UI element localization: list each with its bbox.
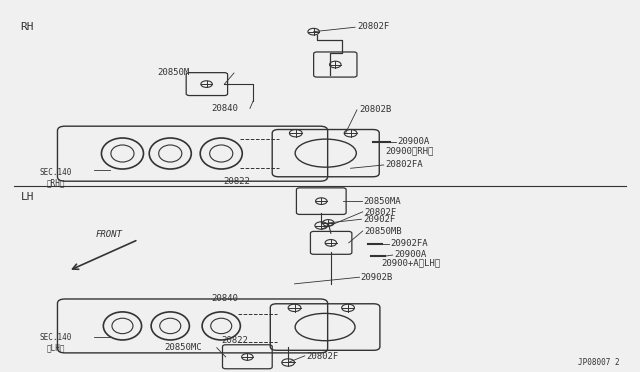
Text: 20850M: 20850M bbox=[157, 68, 189, 77]
Text: 20902F: 20902F bbox=[364, 215, 396, 224]
Text: 20850MC: 20850MC bbox=[164, 343, 202, 352]
Text: 20802F: 20802F bbox=[364, 208, 396, 217]
Text: LH: LH bbox=[20, 192, 34, 202]
Text: 20850MA: 20850MA bbox=[364, 197, 401, 206]
Text: RH: RH bbox=[20, 22, 34, 32]
Text: 20802B: 20802B bbox=[360, 105, 392, 115]
Text: 20822: 20822 bbox=[223, 177, 250, 186]
Text: SEC.140
（RH）: SEC.140 （RH） bbox=[40, 168, 72, 187]
Text: 20902FA: 20902FA bbox=[390, 240, 428, 248]
Text: FRONT: FRONT bbox=[96, 230, 123, 239]
Text: 20900+A（LH）: 20900+A（LH） bbox=[381, 258, 440, 267]
Text: 20850MB: 20850MB bbox=[365, 227, 402, 235]
Text: 20802F: 20802F bbox=[306, 352, 338, 361]
Text: 20900A: 20900A bbox=[397, 137, 430, 146]
Text: 20802F: 20802F bbox=[357, 22, 389, 31]
Text: 20900A: 20900A bbox=[394, 250, 426, 259]
Text: 20822: 20822 bbox=[221, 336, 248, 345]
Text: JP08007 2: JP08007 2 bbox=[578, 358, 620, 367]
Text: 20902B: 20902B bbox=[361, 273, 393, 282]
Text: 20802FA: 20802FA bbox=[386, 160, 423, 169]
Text: SEC.140
（LH）: SEC.140 （LH） bbox=[40, 333, 72, 353]
Text: 20840: 20840 bbox=[212, 104, 239, 113]
Text: 20840: 20840 bbox=[212, 294, 239, 303]
Text: 20900（RH）: 20900（RH） bbox=[386, 146, 434, 155]
